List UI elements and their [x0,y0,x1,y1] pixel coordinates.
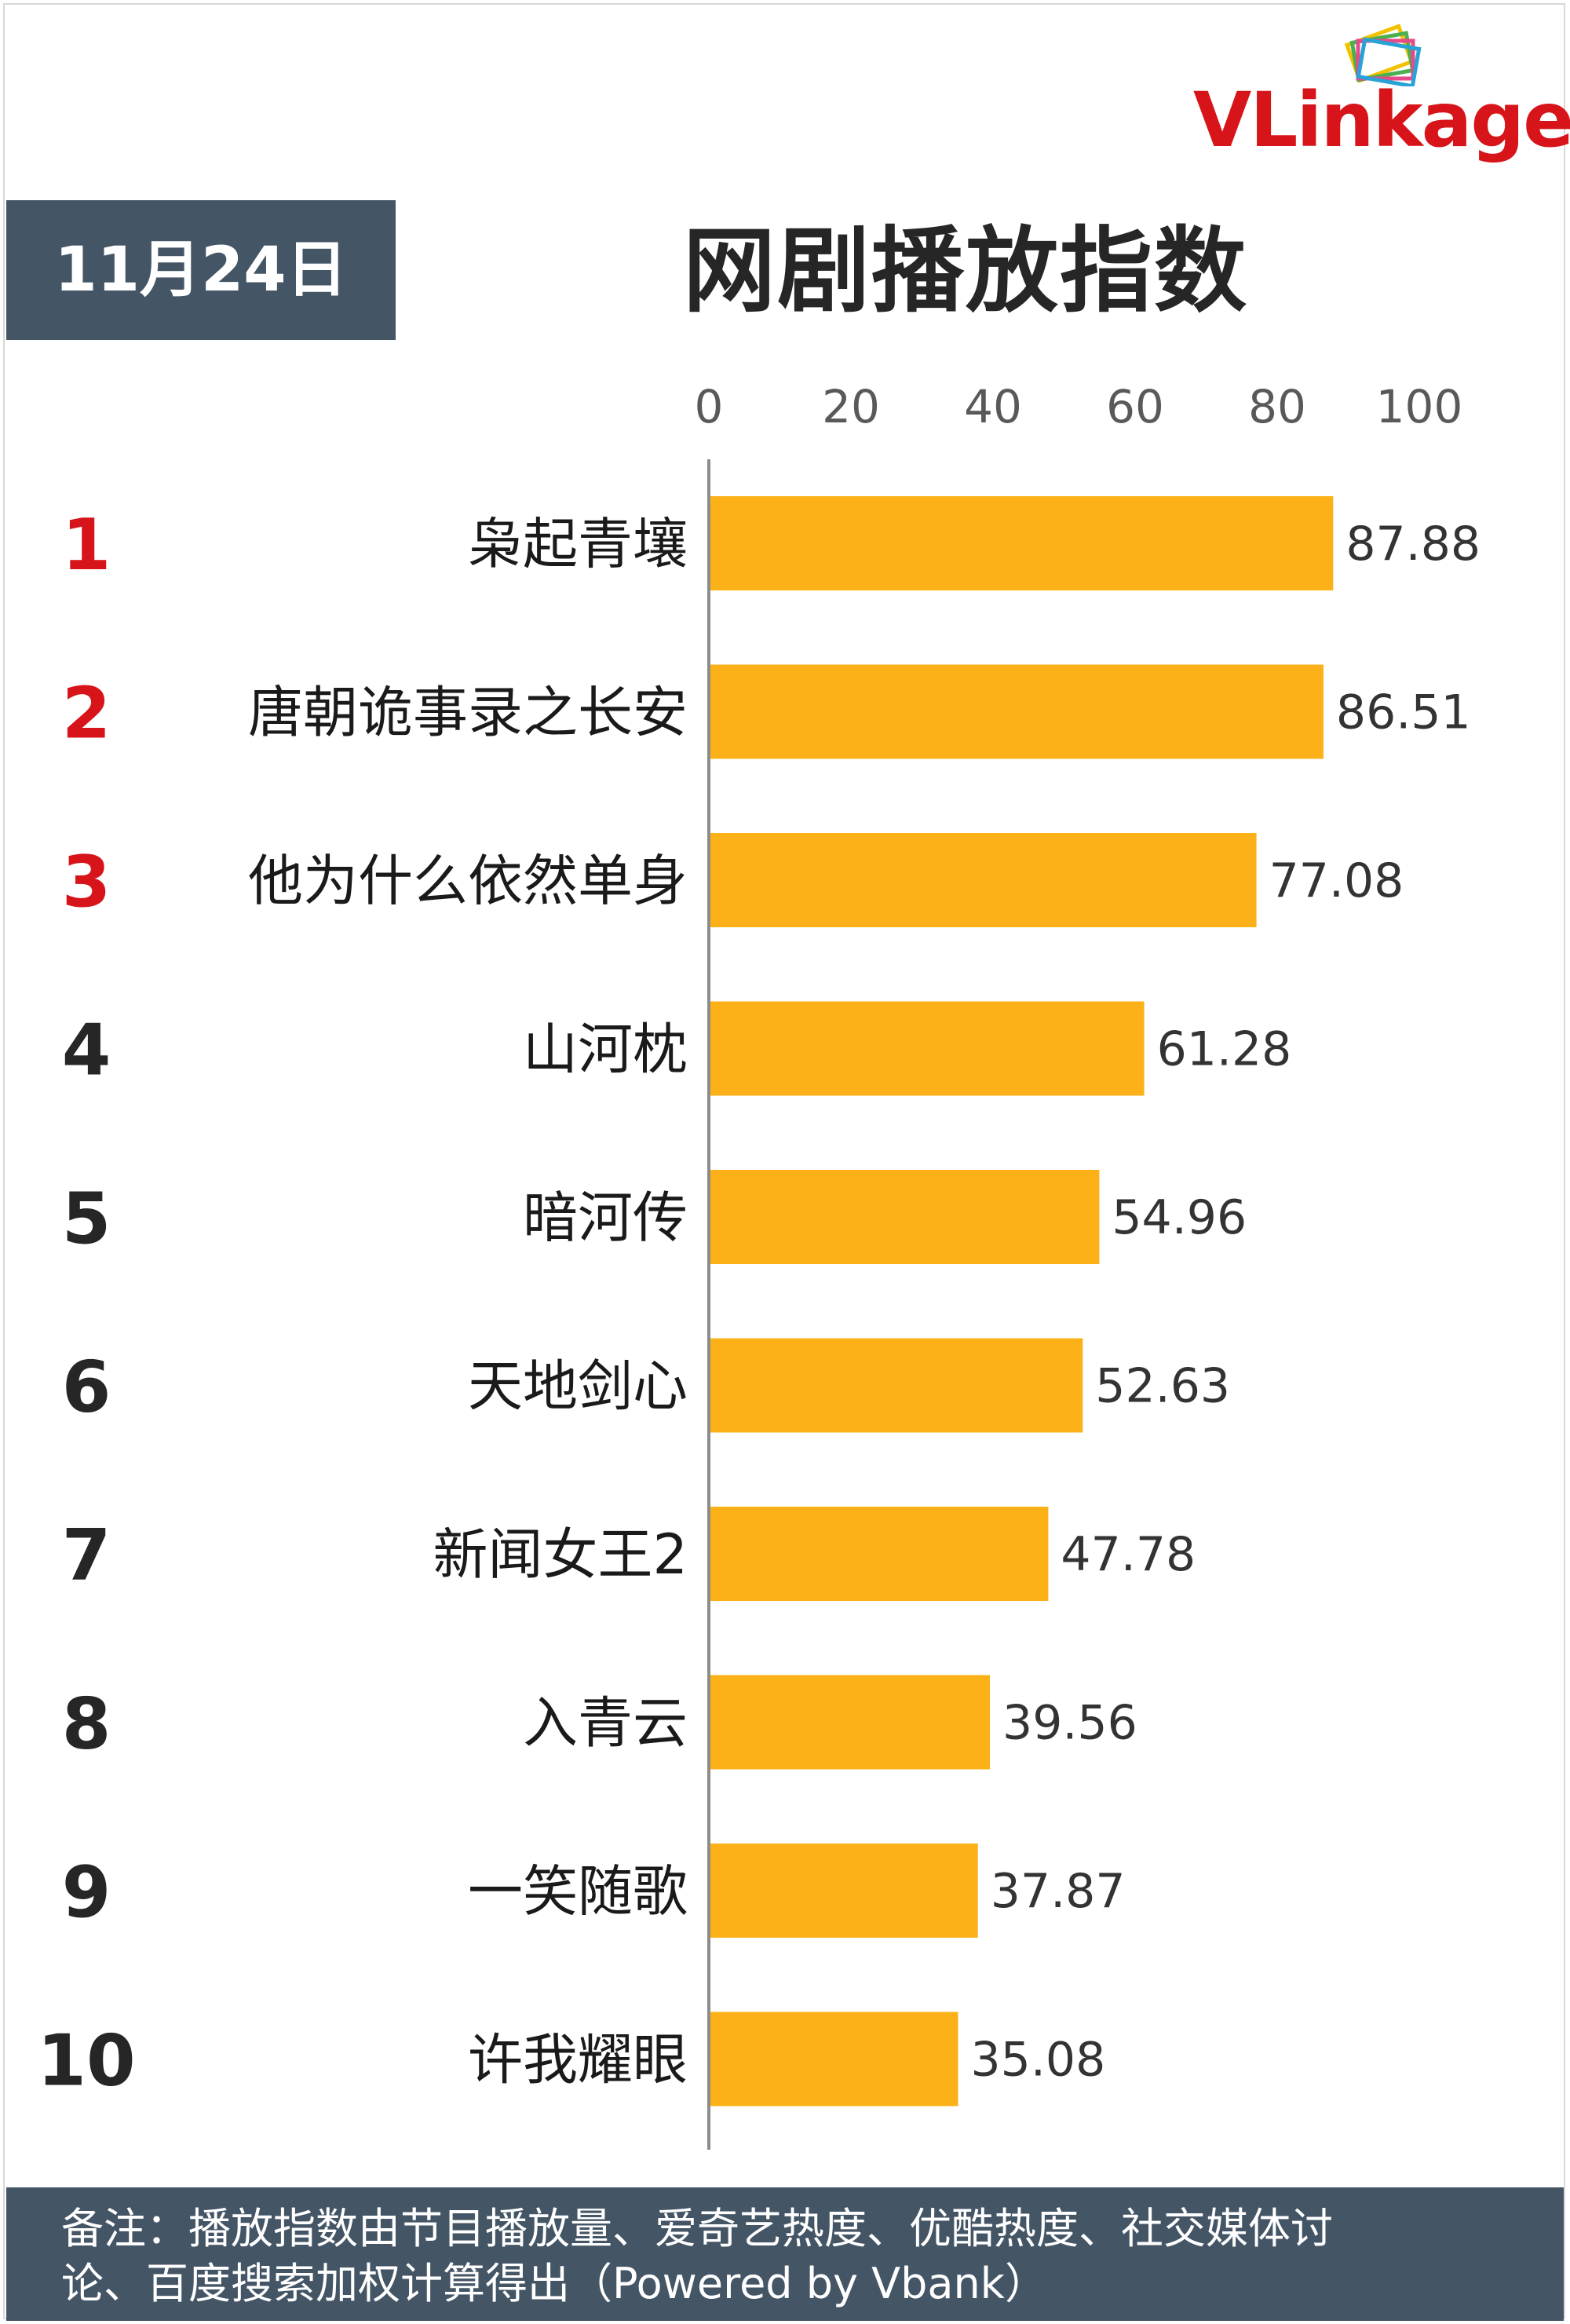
bar [710,1001,1145,1096]
rank-label: 6 [62,1347,111,1429]
category-label: 入青云 [523,1691,688,1756]
bar [710,496,1334,590]
bar [710,1675,991,1770]
rank-label: 9 [62,1851,111,1934]
bar [710,1170,1100,1264]
footer-line-2: 论、百度搜索加权计算得出（Powered by Vbank） [61,2259,1047,2308]
category-label: 暗河传 [523,1186,688,1250]
value-label: 35.08 [970,2033,1105,2088]
footer-note: 备注：播放指数由节目播放量、爱奇艺热度、优酷热度、社交媒体讨 论、百度搜索加权计… [6,2187,1564,2321]
value-label: 77.08 [1269,853,1404,908]
logo-text-v: VL [1193,76,1298,164]
bar [710,1338,1083,1433]
x-tick-label: 60 [1106,380,1164,433]
value-label: 37.87 [991,1864,1126,1919]
bar [710,1507,1049,1601]
bar [710,833,1257,927]
category-label: 许我耀眼 [468,2028,688,2092]
value-label: 86.51 [1336,685,1471,740]
logo-text-rest: inkage [1296,76,1570,164]
chart-title: 网剧播放指数 [682,217,1248,325]
vlinkage-logo: VLinkage [1193,24,1570,181]
value-label: 61.28 [1157,1022,1292,1077]
x-tick-label: 80 [1248,380,1306,433]
x-tick-label: 100 [1376,380,1463,433]
x-tick-label: 0 [695,380,724,433]
rank-label: 5 [62,1178,111,1260]
bar [710,1843,978,1938]
x-tick-label: 40 [964,380,1022,433]
bar-chart: 0 20 40 60 80 100 87.88 枭起青壤 1 86.51 唐朝诡事录之长安 2 77.0… [37,380,1481,2150]
value-label: 52.63 [1095,1359,1230,1414]
stacked-frames-icon [1344,24,1422,86]
value-label: 47.78 [1061,1527,1196,1582]
value-label: 39.56 [1002,1696,1137,1751]
category-label: 新闻女王2 [433,1522,688,1587]
value-label: 87.88 [1345,517,1481,572]
category-label: 山河枕 [523,1018,688,1082]
rank-label: 1 [62,504,111,586]
bar [710,2012,958,2107]
bar [710,664,1324,759]
category-label: 天地剑心 [468,1354,688,1419]
category-label: 他为什么依然单身 [248,849,688,913]
rank-label: 10 [37,2020,135,2103]
footer-line-1: 备注：播放指数由节目播放量、爱奇艺热度、优酷热度、社交媒体讨 [61,2204,1333,2253]
date-badge: 11月24日 [6,200,396,340]
rank-label: 8 [62,1683,111,1766]
category-label: 枭起青壤 [468,512,688,576]
rank-label: 7 [62,1515,111,1597]
x-tick-label: 20 [822,380,880,433]
rank-label: 4 [62,1010,111,1092]
rank-label: 2 [62,673,111,755]
category-label: 一笑随歌 [468,1859,688,1924]
category-label: 唐朝诡事录之长安 [248,681,688,745]
logo-wordmark: VLinkage [1193,76,1570,164]
rank-label: 3 [62,841,111,923]
value-label: 54.96 [1112,1190,1247,1245]
